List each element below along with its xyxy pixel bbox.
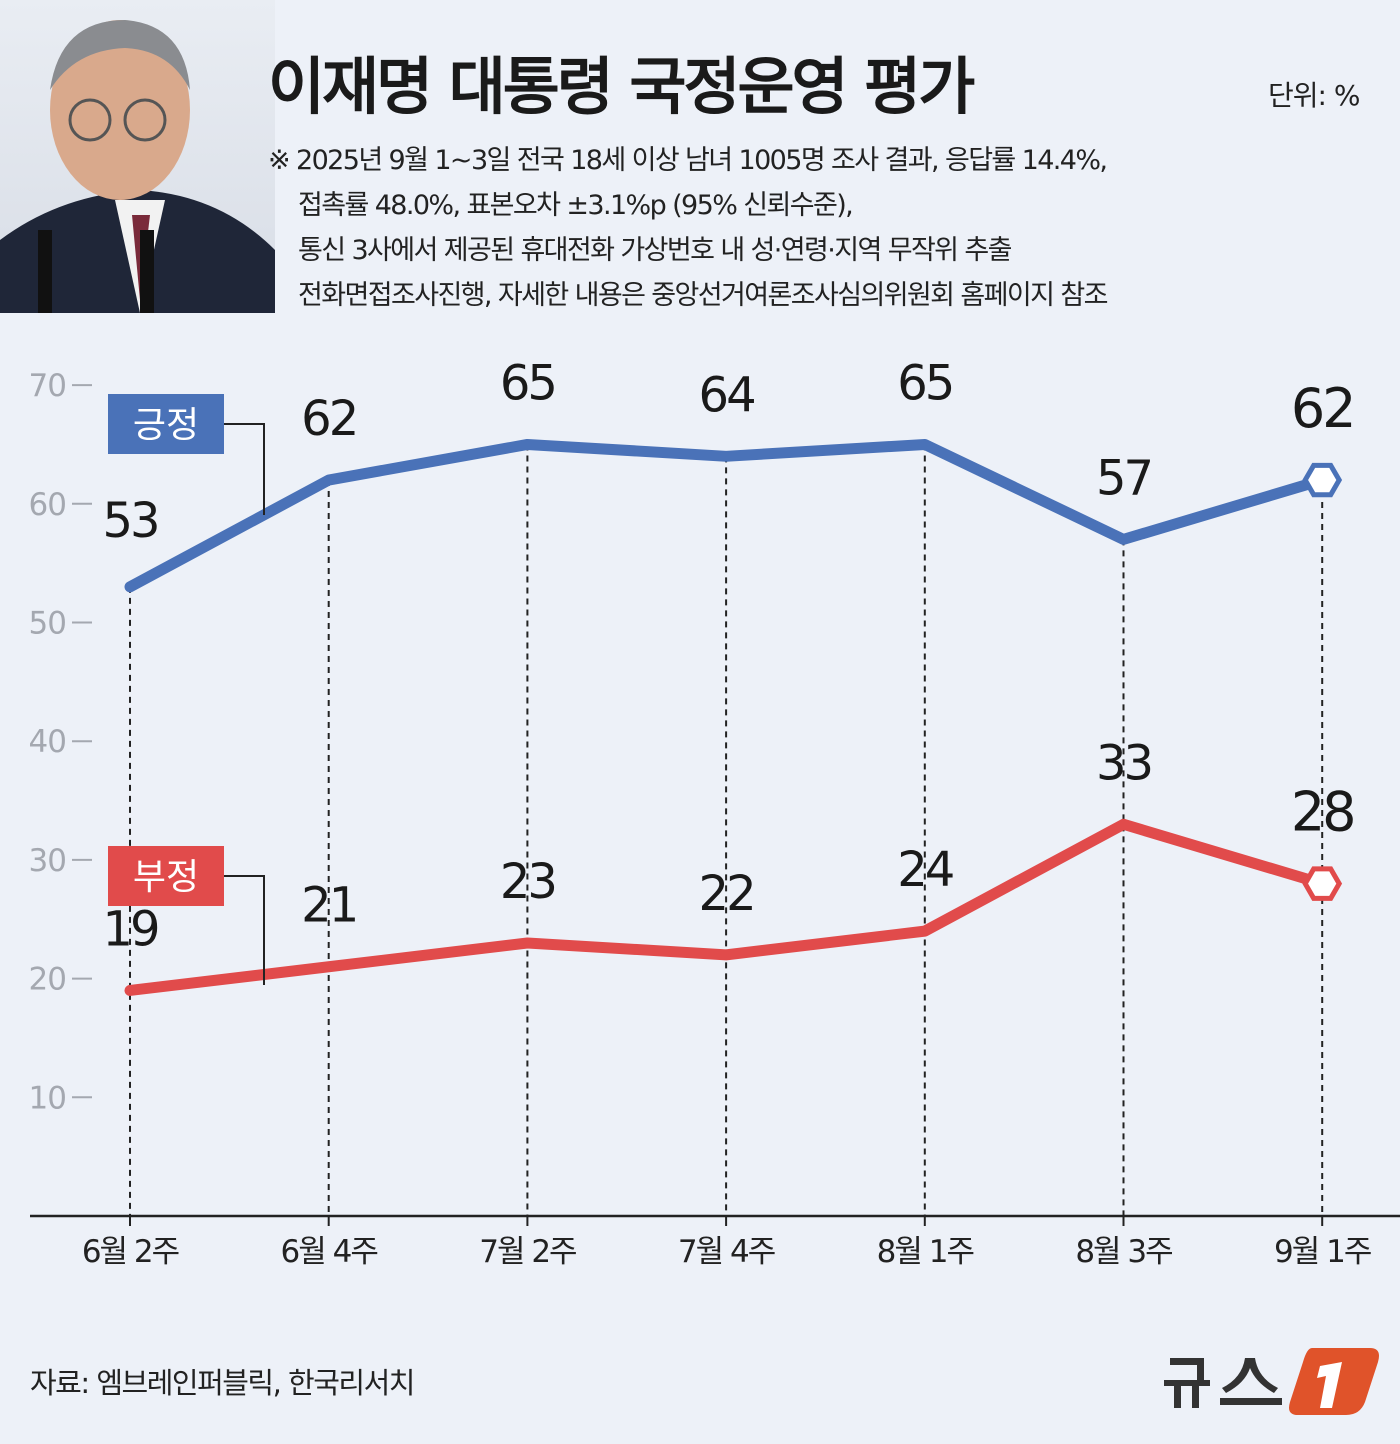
x-tick-label: 6월 2주 [82,1234,179,1270]
y-tick-label: 40 [29,724,66,760]
data-label: 33 [1096,735,1151,791]
x-tick-label: 8월 1주 [877,1234,974,1270]
data-label: 53 [102,493,157,549]
y-tick-label: 30 [29,843,66,879]
data-label: 24 [897,842,953,898]
legend-leader-line [224,423,265,515]
legend-box-positive [108,394,224,454]
data-label: 64 [699,367,755,423]
y-tick-label: 60 [29,487,66,523]
y-tick-label: 70 [29,368,66,404]
legend-box-negative [108,846,224,906]
source-label: 자료: 엠브레인퍼블릭, 한국리서치 [30,1366,415,1400]
data-label: 19 [102,901,158,957]
y-tick-label: 50 [29,606,66,642]
chart-title: 이재명 대통령 국정운영 평가 [268,50,975,123]
data-label: 21 [301,878,356,934]
note-line: 접촉률 48.0%, 표본오차 ±3.1%p (95% 신뢰수준), [298,190,854,221]
x-tick-label: 8월 3주 [1075,1234,1172,1270]
data-label: 28 [1291,781,1354,844]
y-tick-label: 10 [29,1080,66,1116]
note-line: 전화면접조사진행, 자세한 내용은 중앙선거여론조사심의위원회 홈페이지 참조 [298,280,1108,311]
data-label: 22 [699,866,754,922]
data-point-marker [1302,866,1343,901]
data-label: 62 [1291,377,1354,440]
legend-label: 긍정 [133,405,199,446]
legend-leader-line [224,875,265,985]
data-label: 57 [1096,450,1151,506]
note-line: ※ 2025년 9월 1~3일 전국 18세 이상 남녀 1005명 조사 결과… [268,145,1108,176]
legend-label: 부정 [133,857,199,898]
data-point-marker [1302,462,1343,498]
note-line: 통신 3사에서 제공된 휴대전화 가상번호 내 성·연령·지역 무작위 추출 [298,235,1012,266]
data-label: 65 [897,355,952,411]
series-line-positive [124,438,1328,593]
line-chart: 10 20 30 40 50 60 70 6월 2주 6월 4주 7월 2주 7월 4주 8월 1주 8… [29,355,1400,1270]
series-line-negative [124,818,1328,996]
x-tick-label: 9월 1주 [1274,1234,1371,1270]
x-tick-label: 7월 4주 [678,1234,775,1270]
president-photo [0,0,275,313]
unit-label: 단위: % [1268,79,1360,112]
x-tick-label: 6월 4주 [281,1234,378,1270]
data-label: 65 [500,355,555,411]
data-label: 23 [500,854,555,910]
y-tick-label: 20 [29,962,66,998]
data-label: 62 [301,391,356,447]
x-tick-label: 7월 2주 [479,1234,576,1270]
survey-note: ※ 2025년 9월 1~3일 전국 18세 이상 남녀 1005명 조사 결과… [268,138,1108,318]
